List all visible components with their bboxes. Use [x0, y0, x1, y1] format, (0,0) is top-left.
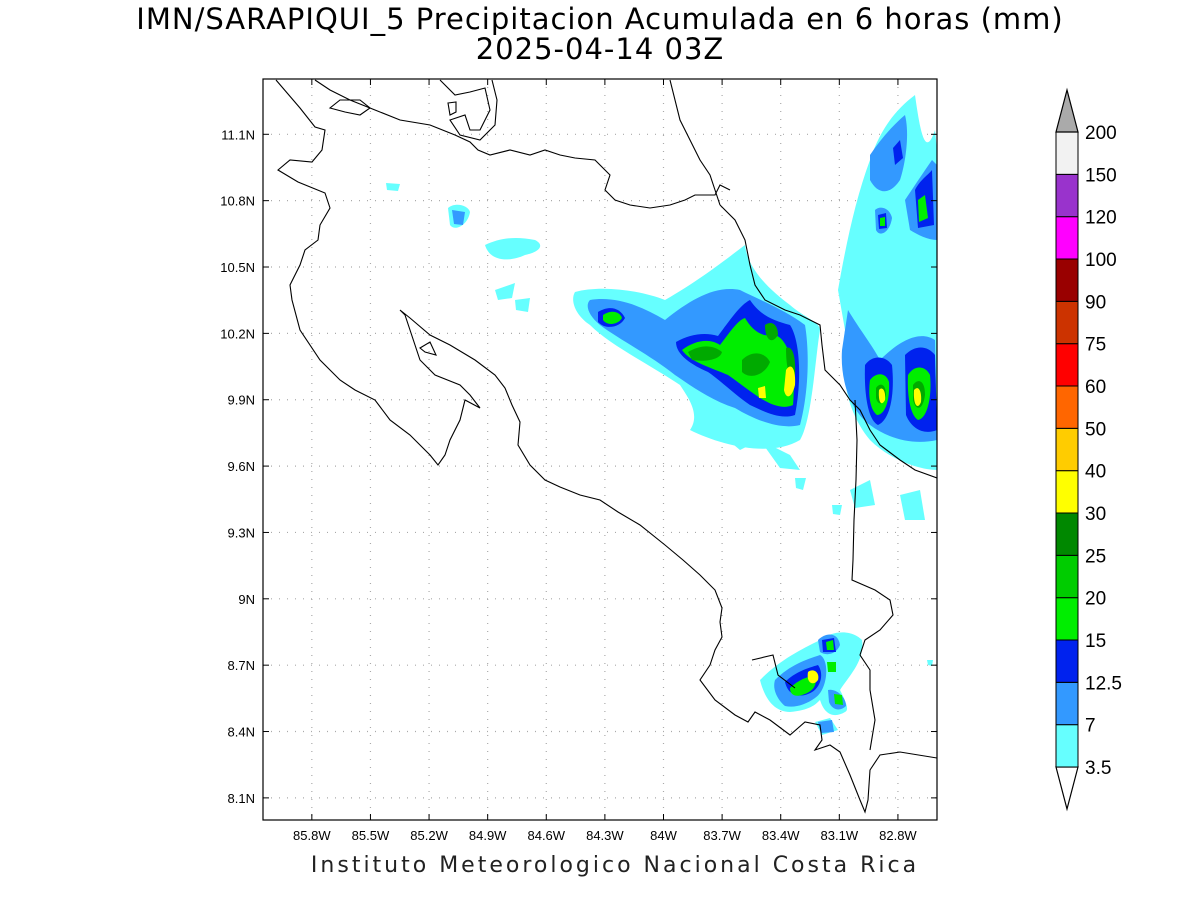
- y-tick-label: 9N: [238, 592, 255, 607]
- axis-ticks: 85.8W 85.5W 85.2W 84.9W 84.6W 84.3W 84W 83.7W 83…: [220, 79, 937, 843]
- y-tick-label: 11.1N: [221, 127, 255, 142]
- colorbar-label: 90: [1085, 292, 1106, 313]
- y-tick-label: 8.4N: [228, 725, 255, 740]
- colorbar-label: 200: [1085, 123, 1117, 144]
- colorbar-label: 30: [1085, 504, 1106, 525]
- colorbar-swatch: [1055, 258, 1079, 302]
- colorbar-swatch: [1055, 300, 1079, 345]
- colorbar-under-triangle: [1055, 766, 1079, 812]
- colorbar-label: 25: [1085, 546, 1106, 567]
- colorbar-label: 12.5: [1085, 673, 1122, 694]
- colorbar-swatch: [1055, 512, 1079, 556]
- chart-title: IMN/SARAPIQUI_5 Precipitacion Acumulada …: [136, 2, 1064, 36]
- colorbar-label: 20: [1085, 589, 1106, 610]
- x-tick-label: 84.9W: [469, 828, 507, 843]
- y-tick-label: 10.2N: [220, 326, 255, 341]
- colorbar-label: 50: [1085, 419, 1106, 440]
- colorbar-label: 15: [1085, 631, 1106, 652]
- coastline: [275, 79, 937, 814]
- colorbar-swatch: [1055, 554, 1079, 599]
- y-tick-label: 8.1N: [228, 791, 255, 806]
- colorbar-swatch: [1055, 681, 1079, 726]
- x-tick-label: 84.3W: [586, 828, 624, 843]
- colorbar-label: 150: [1085, 165, 1117, 186]
- y-tick-label: 9.3N: [228, 525, 255, 540]
- chart-subtitle: 2025-04-14 03Z: [475, 32, 725, 66]
- colorbar-label: 40: [1085, 462, 1106, 483]
- x-tick-label: 85.5W: [352, 828, 390, 843]
- colorbar-label: 7: [1085, 716, 1096, 737]
- colorbar-label: 100: [1085, 250, 1117, 271]
- colorbar: 3.5 7 12.5 15 20 25 30 40 50 60 75 90 100 120 150 200: [1055, 87, 1122, 812]
- colorbar-swatch: [1055, 131, 1079, 175]
- x-tick-label: 83.7W: [703, 828, 741, 843]
- x-tick-label: 85.2W: [410, 828, 448, 843]
- colorbar-swatch: [1055, 385, 1079, 429]
- colorbar-swatch: [1055, 639, 1079, 683]
- map-frame: [262, 78, 938, 821]
- colorbar-swatch: [1055, 173, 1079, 218]
- colorbar-swatch: [1055, 724, 1079, 768]
- colorbar-swatch: [1055, 427, 1079, 472]
- precipitation-field: [386, 95, 937, 735]
- colorbar-swatch: [1055, 216, 1079, 260]
- x-tick-label: 84.6W: [527, 828, 565, 843]
- y-tick-label: 9.9N: [228, 393, 255, 408]
- y-tick-label: 9.6N: [228, 459, 255, 474]
- y-tick-label: 8.7N: [228, 658, 255, 673]
- x-tick-label: 83.4W: [762, 828, 800, 843]
- colorbar-swatch: [1055, 597, 1079, 641]
- y-tick-label: 10.5N: [220, 260, 255, 275]
- institution-credit: Instituto Meteorologico Nacional Costa R…: [310, 853, 920, 878]
- colorbar-label: 60: [1085, 377, 1106, 398]
- colorbar-over-triangle: [1055, 87, 1079, 133]
- colorbar-label: 3.5: [1085, 758, 1111, 779]
- colorbar-label: 75: [1085, 335, 1106, 356]
- x-tick-label: 84W: [650, 828, 677, 843]
- y-tick-label: 10.8N: [220, 194, 255, 209]
- colorbar-label: 120: [1085, 208, 1117, 229]
- colorbar-swatch: [1055, 470, 1079, 514]
- colorbar-swatch: [1055, 343, 1079, 387]
- x-tick-label: 85.8W: [293, 828, 331, 843]
- x-tick-label: 82.8W: [879, 828, 917, 843]
- x-tick-label: 83.1W: [821, 828, 859, 843]
